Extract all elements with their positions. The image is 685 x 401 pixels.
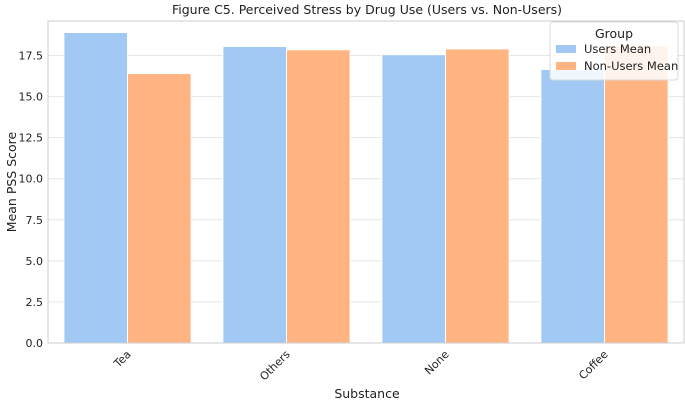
y-tick-label: 0.0 [26, 337, 44, 350]
y-tick-label: 15.0 [19, 91, 44, 104]
legend-title: Group [595, 26, 633, 41]
bars [63, 32, 669, 344]
x-tick-label: Coffee [576, 348, 610, 382]
bar-non-users-mean-coffee [604, 45, 669, 344]
y-tick-label: 10.0 [19, 173, 44, 186]
y-tick-label: 5.0 [26, 255, 44, 268]
legend-box [549, 21, 679, 81]
x-axis-label: Substance [334, 386, 400, 401]
bar-users-mean-coffee [540, 68, 606, 344]
x-tick-labels: Tea Others None Coffee [111, 348, 611, 384]
chart-title: Figure C5. Perceived Stress by Drug Use … [172, 2, 562, 17]
bar-users-mean-others [222, 45, 287, 344]
x-tick-label: Others [257, 348, 293, 384]
y-tick-label: 2.5 [26, 296, 44, 309]
y-tick-label: 12.5 [19, 132, 44, 145]
y-tick-labels: 0.0 2.5 5.0 7.5 10.0 12.5 15.0 17.5 [19, 50, 44, 351]
legend-label-non-users-mean: Non-Users Mean [584, 59, 678, 73]
legend-swatch-non-users-mean [556, 62, 576, 70]
legend-label-users-mean: Users Mean [584, 42, 651, 56]
x-tick-label: Tea [111, 348, 134, 371]
bar-users-mean-none [381, 54, 446, 344]
y-tick-label: 17.5 [19, 50, 44, 63]
x-tick-label: None [422, 348, 452, 378]
y-tick-label: 7.5 [26, 214, 44, 227]
bar-non-users-mean-others [286, 49, 351, 344]
bar-non-users-mean-none [445, 48, 510, 344]
plot-frame [47, 20, 685, 344]
bar-non-users-mean-tea [127, 73, 192, 344]
bar-users-mean-tea [63, 32, 128, 344]
legend: Group Users Mean Non-Users Mean [549, 21, 679, 81]
legend-swatch-users-mean [556, 45, 576, 53]
y-axis-label: Mean PSS Score [4, 131, 19, 232]
